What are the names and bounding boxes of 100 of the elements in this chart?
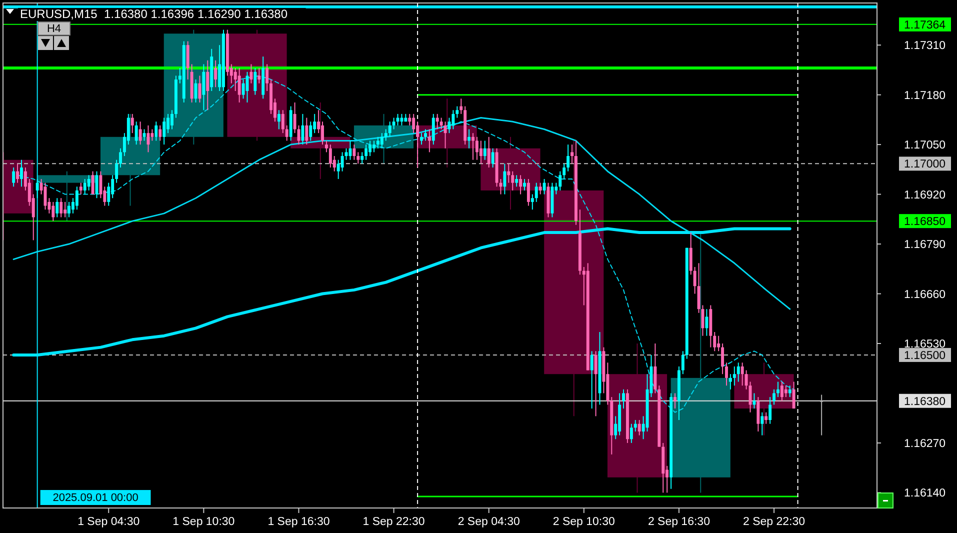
candlestick: [99, 170, 102, 199]
candlestick: [60, 198, 63, 218]
candlestick: [440, 117, 443, 130]
candlestick: [79, 182, 82, 195]
candlestick: [392, 117, 396, 130]
candlestick: [511, 170, 514, 191]
y-tick-label: 1.16530: [904, 338, 946, 350]
line-series: [17, 75, 794, 413]
candlestick: [630, 423, 633, 444]
candlestick: [364, 144, 368, 160]
x-tick-label: 1 Sep 10:30: [172, 516, 235, 528]
candlestick: [590, 350, 594, 410]
candlestick: [526, 178, 530, 206]
candlestick: [717, 335, 720, 352]
candlestick: [119, 148, 122, 168]
candlestick: [324, 140, 328, 153]
candlestick: [412, 113, 416, 134]
candlestick: [234, 68, 237, 92]
candlestick: [538, 182, 542, 195]
candlestick: [162, 117, 166, 146]
candlestick: [693, 266, 696, 294]
candlestick: [674, 392, 676, 410]
candlestick: [313, 113, 316, 134]
candlestick: [16, 163, 20, 184]
candlestick: [130, 113, 134, 134]
candlestick: [460, 98, 463, 114]
candlestick: [368, 140, 372, 157]
candlestick: [475, 136, 478, 160]
y-tick-label: 1.16140: [904, 488, 946, 500]
candlestick: [487, 136, 490, 168]
candlestick: [83, 178, 86, 195]
candlestick: [736, 362, 740, 382]
candlestick: [752, 392, 756, 410]
candlestick: [728, 374, 732, 390]
candlestick: [372, 140, 376, 153]
candlestick: [776, 381, 780, 398]
candlestick: [534, 182, 538, 202]
chart-title: EURUSD,M15 1.16380 1.16396 1.16290 1.16380: [20, 7, 288, 21]
candlestick: [420, 132, 423, 146]
candlestick: [424, 128, 427, 142]
candlestick: [376, 136, 380, 149]
candlestick: [166, 113, 170, 134]
candlestick: [309, 121, 312, 142]
candlestick: [170, 110, 174, 130]
ref-line-label: 1.16380: [904, 396, 946, 408]
candlestick: [258, 68, 261, 84]
y-tick-label: 1.16660: [904, 288, 946, 301]
candlestick: [507, 163, 510, 184]
candlestick: [336, 159, 340, 180]
ref-line-label: 1.17364: [904, 19, 946, 32]
candlestick: [68, 201, 70, 218]
candlestick: [111, 174, 114, 199]
candlestick: [519, 174, 522, 195]
candlestick: [444, 121, 447, 149]
candlestick: [250, 64, 253, 84]
candlestick: [432, 113, 435, 146]
candlestick: [681, 350, 684, 375]
candlestick: [301, 113, 304, 146]
x-tick-label: 2 Sep 10:30: [552, 516, 615, 528]
candlestick: [380, 132, 384, 149]
x-tick-label: 1 Sep 16:30: [268, 516, 330, 528]
y-tick-label: 1.17310: [904, 40, 946, 52]
candlestick: [75, 186, 78, 210]
y-tick-label: 1.16790: [904, 239, 946, 252]
candlestick: [515, 174, 518, 188]
candlestick: [277, 110, 280, 130]
y-tick-label: 1.17050: [904, 140, 946, 152]
x-tick-label: 2 Sep 04:30: [458, 516, 520, 528]
candlestick: [348, 140, 352, 160]
candlestick: [452, 110, 455, 130]
candlestick: [558, 170, 562, 191]
candlestick: [186, 40, 190, 80]
x-tick-label: 1 Sep 22:30: [362, 516, 425, 528]
candlestick: [732, 366, 736, 386]
candlestick: [523, 178, 526, 191]
candlestick: [400, 113, 404, 126]
candlestick: [594, 350, 598, 417]
candlestick: [254, 68, 257, 96]
candlestick: [328, 144, 332, 168]
candlestick: [566, 144, 570, 172]
candlestick: [772, 388, 776, 406]
candlestick: [654, 342, 657, 394]
candlestick: [428, 128, 431, 153]
candlestick: [12, 167, 16, 188]
annotation: H4: [46, 23, 62, 35]
y-tick-label: 1.16920: [904, 189, 946, 202]
candlestick: [150, 128, 154, 142]
candlestick: [285, 124, 288, 142]
x-tick-label: 2 Sep 22:30: [743, 516, 806, 528]
candlestick: [530, 194, 534, 210]
candlestick: [408, 113, 412, 126]
candlestick: [468, 128, 471, 149]
ref-line-label: 2025.09.01 00:00: [52, 492, 138, 504]
candlestick: [56, 198, 59, 218]
candlestick: [820, 394, 824, 436]
y-tick-label: 1.17180: [904, 90, 946, 102]
candlestick: [388, 121, 392, 138]
y-tick-label: 1.16270: [904, 438, 946, 450]
candlestick: [570, 144, 574, 164]
candlestick: [384, 128, 388, 142]
